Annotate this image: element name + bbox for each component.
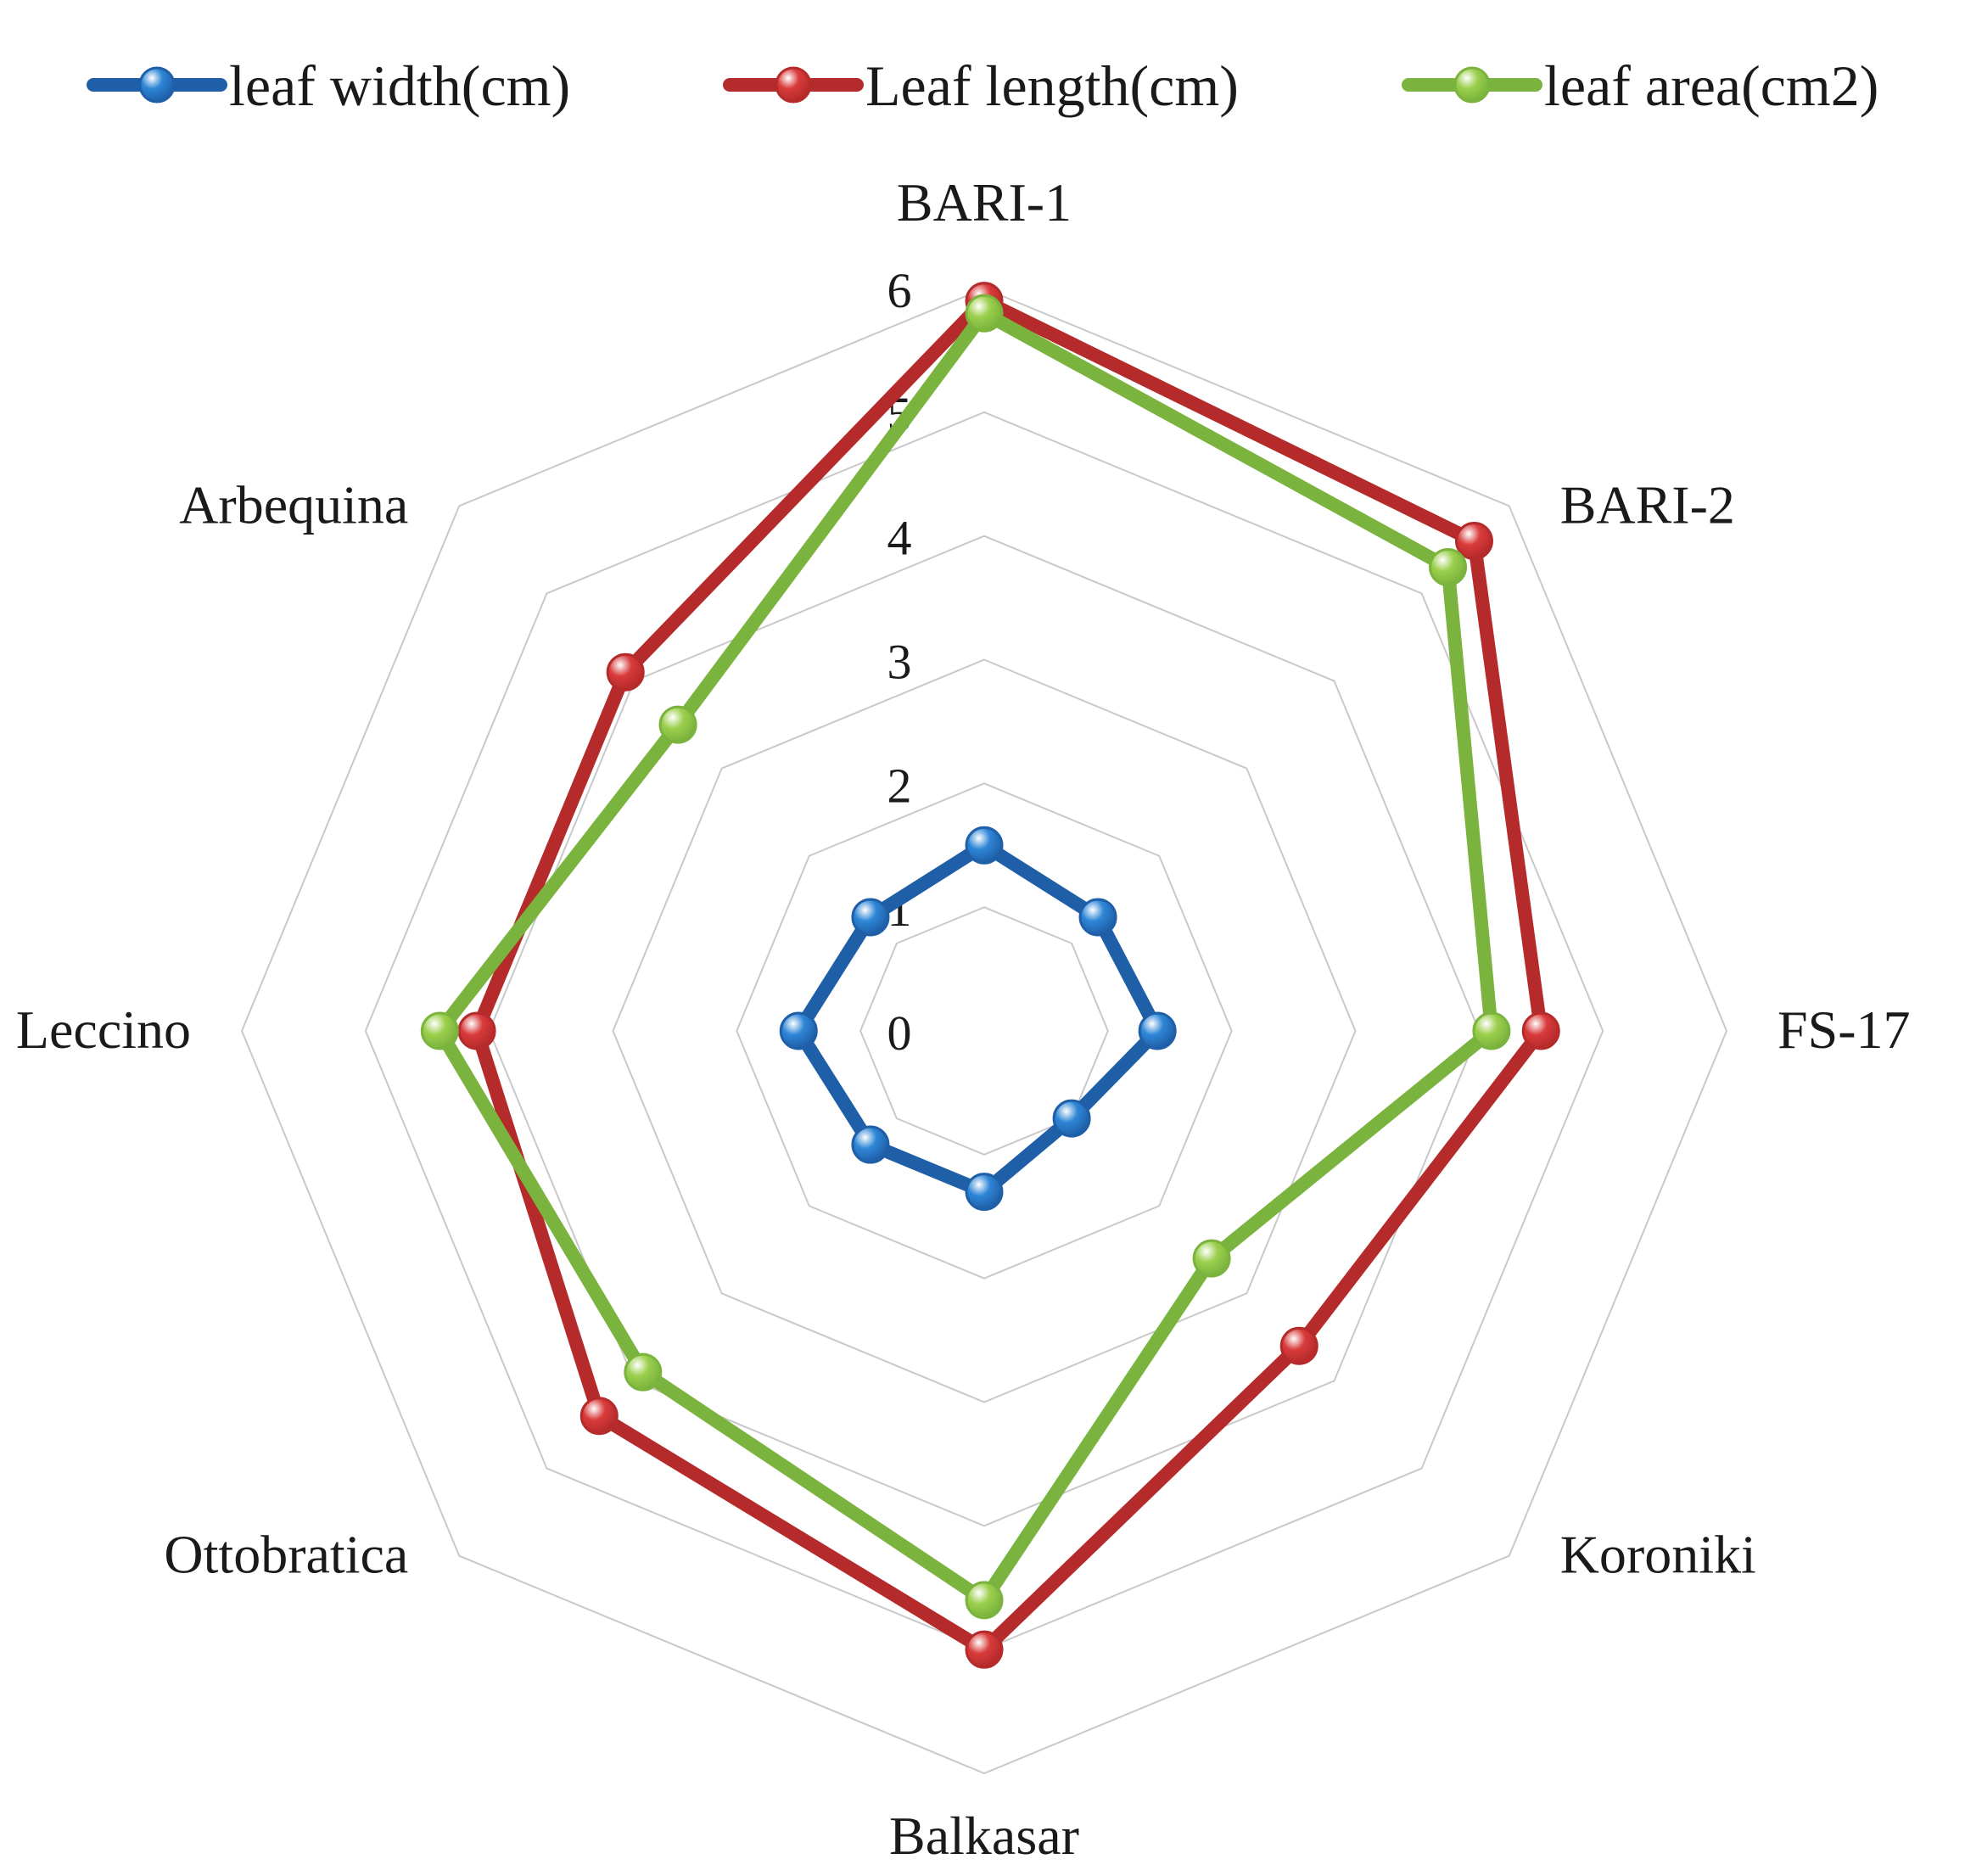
tick-label-0: 0 [887, 1005, 912, 1061]
series-0-point-balkasar [965, 1173, 1004, 1212]
series-2-point-ottobratica [624, 1352, 663, 1392]
tick-label-2: 2 [887, 758, 912, 813]
series-1-point-koroniki [1279, 1326, 1318, 1365]
series-2-point-balkasar [965, 1581, 1004, 1620]
legend-label-0: leaf width(cm) [229, 53, 570, 118]
category-label-leccino: Leccino [16, 1000, 191, 1060]
category-label-bari-1: BARI-1 [897, 172, 1072, 232]
series-0-point-leccino [779, 1011, 818, 1050]
legend-label-1: Leaf length(cm) [865, 53, 1239, 118]
series-2-point-koroniki [1192, 1239, 1231, 1278]
grid-ring [736, 782, 1233, 1280]
series-2-point-bari-2 [1429, 547, 1468, 586]
category-label-balkasar: Balkasar [889, 1806, 1079, 1866]
series-1-point-leccino [457, 1011, 496, 1050]
grid-ring [612, 658, 1357, 1403]
grid-ring [364, 411, 1604, 1651]
series-1-point-bari-2 [1454, 522, 1493, 561]
series-1-point-ottobratica [579, 1397, 619, 1436]
category-label-ottobratica: Ottobratica [164, 1525, 408, 1585]
legend-marker-0 [138, 66, 176, 104]
category-label-koroniki: Koroniki [1560, 1525, 1756, 1585]
grid-ring [859, 906, 1109, 1156]
grid-ring [240, 287, 1728, 1775]
series-0-point-bari-2 [1078, 898, 1117, 937]
series-2-point-bari-1 [965, 294, 1004, 333]
category-label-fs-17: FS-17 [1777, 1000, 1911, 1060]
category-label-arbequina: Arbequina [179, 474, 408, 535]
tick-label-4: 4 [887, 511, 912, 566]
series-0-point-bari-1 [965, 826, 1004, 865]
chart-legend: leaf width(cm) Leaf length(cm) leaf area(c… [87, 53, 1878, 118]
legend-marker-1 [775, 66, 812, 104]
tick-label-6: 6 [887, 263, 912, 318]
series-1-point-arbequina [606, 652, 645, 692]
legend-label-2: leaf area(cm2) [1544, 53, 1878, 118]
series-1-point-balkasar [965, 1630, 1004, 1669]
tick-label-3: 3 [887, 635, 912, 690]
legend-marker-2 [1453, 66, 1491, 104]
series-2-point-arbequina [658, 705, 697, 744]
series-1-point-fs-17 [1521, 1011, 1560, 1050]
series-2-point-fs-17 [1472, 1011, 1511, 1050]
series-0-point-ottobratica [851, 1125, 890, 1164]
series-0-point-arbequina [851, 898, 890, 937]
grid-ring [488, 535, 1481, 1527]
series-0-point-fs-17 [1138, 1011, 1177, 1050]
category-label-bari-2: BARI-2 [1560, 474, 1735, 535]
series-2-point-leccino [420, 1011, 459, 1050]
series-0-point-koroniki [1052, 1099, 1091, 1138]
